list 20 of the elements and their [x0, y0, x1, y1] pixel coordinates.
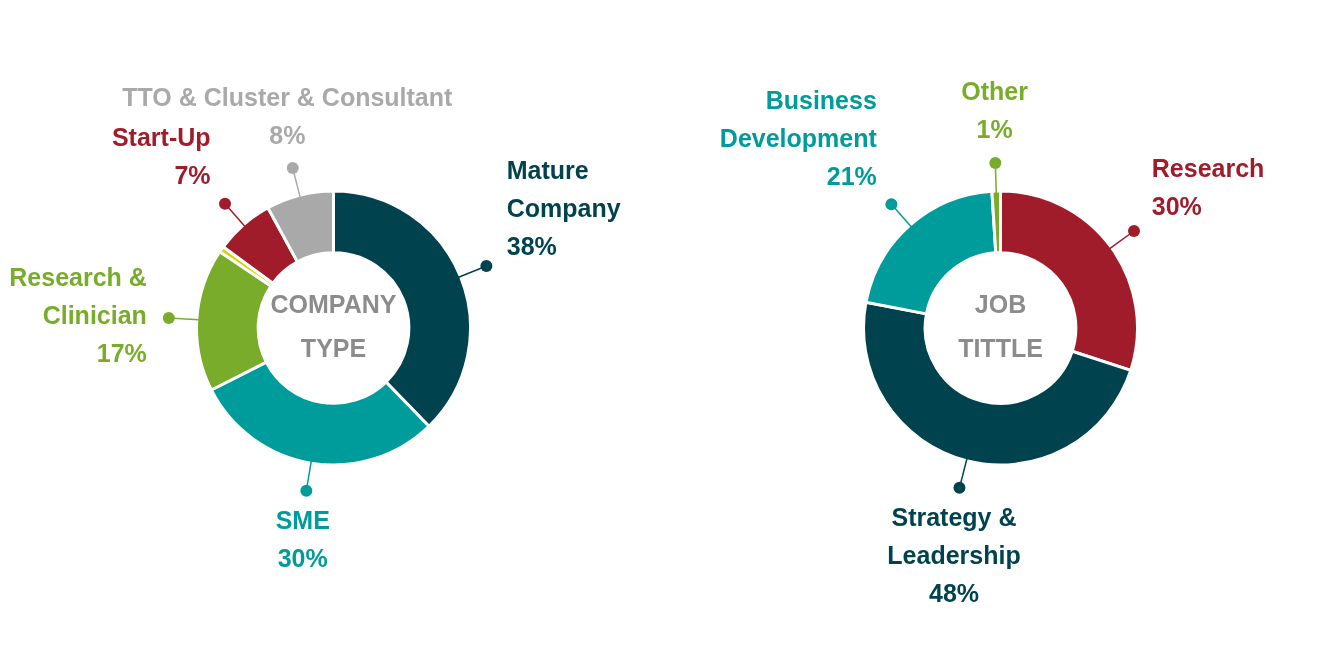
- slice-label: TTO & Cluster & Consultant: [122, 82, 454, 111]
- slice-label: Start-Up: [111, 123, 211, 151]
- slice-label: Mature Company: [506, 155, 621, 222]
- data-label: 7%: [174, 161, 211, 189]
- legend-label: SME: [275, 506, 330, 535]
- text: COMPANY TYPE: [270, 289, 397, 362]
- data-label: 8%: [269, 120, 306, 149]
- legend-label: Strategy & Leadership: [887, 503, 1021, 570]
- data-label: 30%: [1151, 191, 1202, 220]
- slice-label: Business Development: [719, 85, 878, 152]
- slice-label: Other: [961, 76, 1029, 105]
- slice-label: Research & Clinician: [9, 262, 147, 329]
- slice-label: Research: [1151, 153, 1265, 182]
- data-label: 38%: [506, 231, 557, 260]
- data-label: 21%: [826, 161, 877, 190]
- data-label: 30%: [277, 544, 328, 573]
- data-label: 48%: [928, 579, 980, 608]
- text: JOB TITTLE: [958, 289, 1043, 362]
- data-label: 1%: [976, 114, 1013, 143]
- data-label: 17%: [96, 338, 147, 367]
